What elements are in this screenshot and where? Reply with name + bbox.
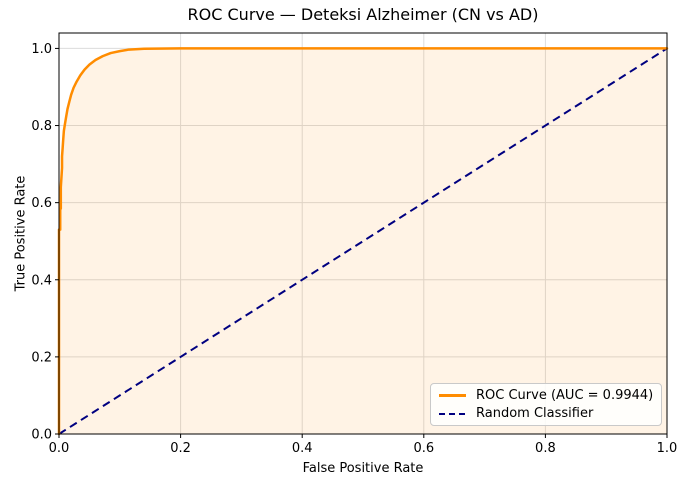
y-tick-label: 0.2	[31, 350, 52, 365]
x-tick-label: 0.0	[49, 441, 70, 456]
legend-label-roc-curve: ROC Curve (AUC = 0.9944)	[476, 388, 654, 403]
x-axis-label: False Positive Rate	[302, 461, 424, 476]
x-tick-label: 0.8	[535, 441, 556, 456]
y-axis-label: True Positive Rate	[13, 175, 29, 292]
legend: ROC Curve (AUC = 0.9944) Random Classifi…	[430, 383, 662, 426]
roc-curve-line	[57, 47, 669, 436]
x-tick-label: 0.6	[413, 441, 434, 456]
chart-title: ROC Curve — Deteksi Alzheimer (CN vs AD)	[187, 5, 539, 24]
x-tick-label: 0.4	[292, 441, 313, 456]
random-classifier-line-sample	[439, 412, 466, 415]
y-tick-label: 0.4	[31, 273, 52, 288]
y-tick-label: 0.6	[31, 196, 52, 211]
tick-labels: 0.0 0.2 0.4 0.6 0.8 1.0 0.0 0.2 0.4 0.6 0.8 1.0	[31, 42, 677, 456]
plot-spines	[58, 32, 668, 435]
x-tick-label: 1.0	[657, 441, 678, 456]
y-tick-label: 1.0	[31, 42, 52, 57]
roc-curve-line-sample	[439, 394, 466, 397]
y-tick-label: 0.8	[31, 119, 52, 134]
legend-item-roc-curve: ROC Curve (AUC = 0.9944)	[439, 388, 653, 403]
random-classifier-line	[58, 47, 668, 435]
y-tick-label: 0.0	[31, 428, 52, 443]
legend-item-random-classifier: Random Classifier	[439, 406, 653, 421]
x-tick-label: 0.2	[170, 441, 191, 456]
tick-marks	[55, 47, 668, 438]
legend-label-random-classifier: Random Classifier	[476, 406, 594, 421]
